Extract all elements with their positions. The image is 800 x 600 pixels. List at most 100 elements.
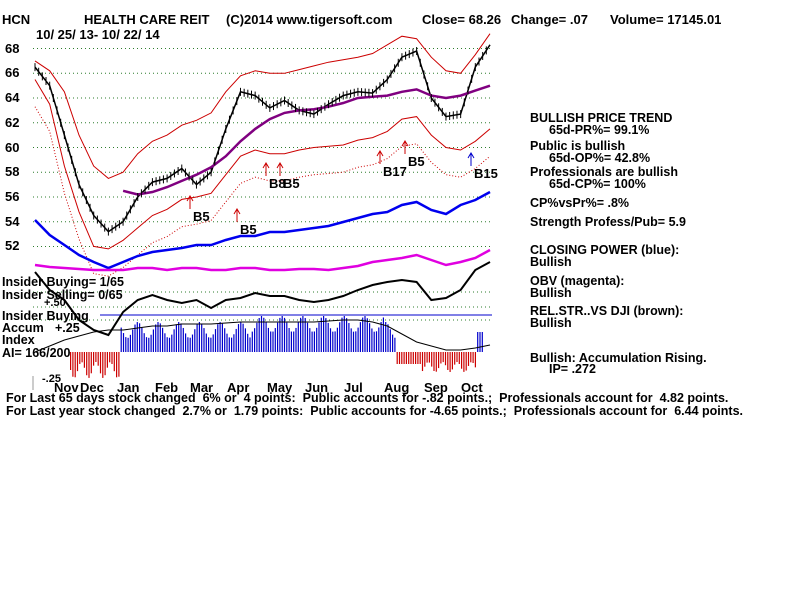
accum-bar [263,317,265,352]
closing-power-value: Bullish [530,255,572,269]
accum-bar [143,333,145,352]
accum-bar [162,327,164,352]
accum-bar [79,352,81,364]
ticker-symbol: HCN [2,12,31,27]
accum-bar [106,352,108,368]
accum-bar [357,327,359,352]
plus-fifty-label: +.50 [44,297,66,309]
accum-bar [334,331,336,352]
price-change: Change= .07 [511,12,588,27]
accum-bar [401,352,403,364]
accum-bar [224,328,226,352]
accum-bar [173,329,175,352]
accum-bar [152,329,154,352]
series-line [34,79,491,250]
insider-buying-label: Insider Buying [2,309,89,323]
accum-bar [302,316,304,352]
public-title: Public is bullish [530,139,626,153]
accum-bar [451,352,453,370]
accum-bar [191,334,194,352]
strength-value: Strength Profess/Pub= 5.9 [530,215,686,229]
x-tick-label: Sep [424,380,448,395]
accum-bar [231,337,233,352]
accum-bar [104,352,106,376]
accum-bar [343,316,345,352]
y-tick-label: 54 [5,213,20,229]
accum-bar [164,333,166,352]
signal-label: B8 [269,176,286,191]
accum-bar [366,318,368,352]
accum-bar [196,324,198,352]
accum-bar [134,324,136,352]
accum-bar [336,327,338,352]
accum-bar [233,334,235,352]
index-label: Index [2,333,35,347]
accum-bar [435,352,437,372]
accum-bar [235,328,237,352]
pr-value: 65d-PR%= 99.1% [549,123,650,137]
accum-bar [456,352,458,363]
accum-bar [198,322,200,352]
accum-bar [155,324,157,352]
accum-bar [387,324,389,352]
accum-bar [408,352,410,364]
accum-bar [185,333,187,352]
accum-bar [208,337,210,352]
accum-bar [362,317,364,352]
accum-bar [157,322,159,352]
accum-bar [323,316,325,352]
accum-bar [313,331,315,352]
accum-bar [260,316,263,352]
accum-bar [412,352,414,364]
cp-value: 65d-CP%= 100% [549,177,646,191]
accum-bar [88,352,90,378]
accum-bar [201,323,203,352]
signal-arrowhead [186,195,194,202]
accum-bar [141,327,143,352]
obv-line [34,248,491,272]
accum-bar [350,328,352,352]
accum-bar [286,322,288,352]
accum-bar [392,334,394,352]
accum-bar [428,352,430,363]
accum-bar [293,331,295,352]
accum-bar [431,352,433,367]
closing-power-title: CLOSING POWER (blue): [530,243,680,257]
signal-arrowhead [401,140,409,147]
accum-bar [297,322,299,352]
x-tick-label: Apr [227,380,250,395]
y-tick-label: 58 [5,164,20,180]
accum-bar [139,323,141,352]
accum-bar [364,316,366,352]
cpvspr-value: CP%vsPr%= .8% [530,196,630,210]
accum-bar [283,317,286,352]
accum-bar [467,352,470,366]
accum-bar [279,317,281,352]
accum-bar [444,352,447,366]
accum-bar [290,331,292,352]
accum-bar [458,352,460,364]
y-tick-label: 56 [5,188,20,204]
accum-bar [203,328,205,352]
signal-arrowhead [233,208,241,215]
signal-arrowhead [467,152,475,159]
copyright: (C)2014 www.tigersoft.com [226,12,393,27]
accum-bar [256,322,258,352]
accum-bar [240,322,242,352]
accumulation-title: Bullish: Accumulation Rising. [530,351,707,365]
accum-bar [421,352,424,372]
accum-bar [81,352,83,363]
accum-bar [168,337,171,352]
accum-bar [109,352,111,363]
accum-bar [145,337,148,352]
accum-bar [332,331,334,352]
accum-bar [461,352,463,369]
accum-bar [438,352,440,369]
accum-bar [325,318,327,352]
accum-bar [226,333,228,352]
accum-bar [463,352,465,372]
accum-bar [111,352,113,364]
accum-bar [182,327,184,352]
accum-bar [306,322,309,352]
